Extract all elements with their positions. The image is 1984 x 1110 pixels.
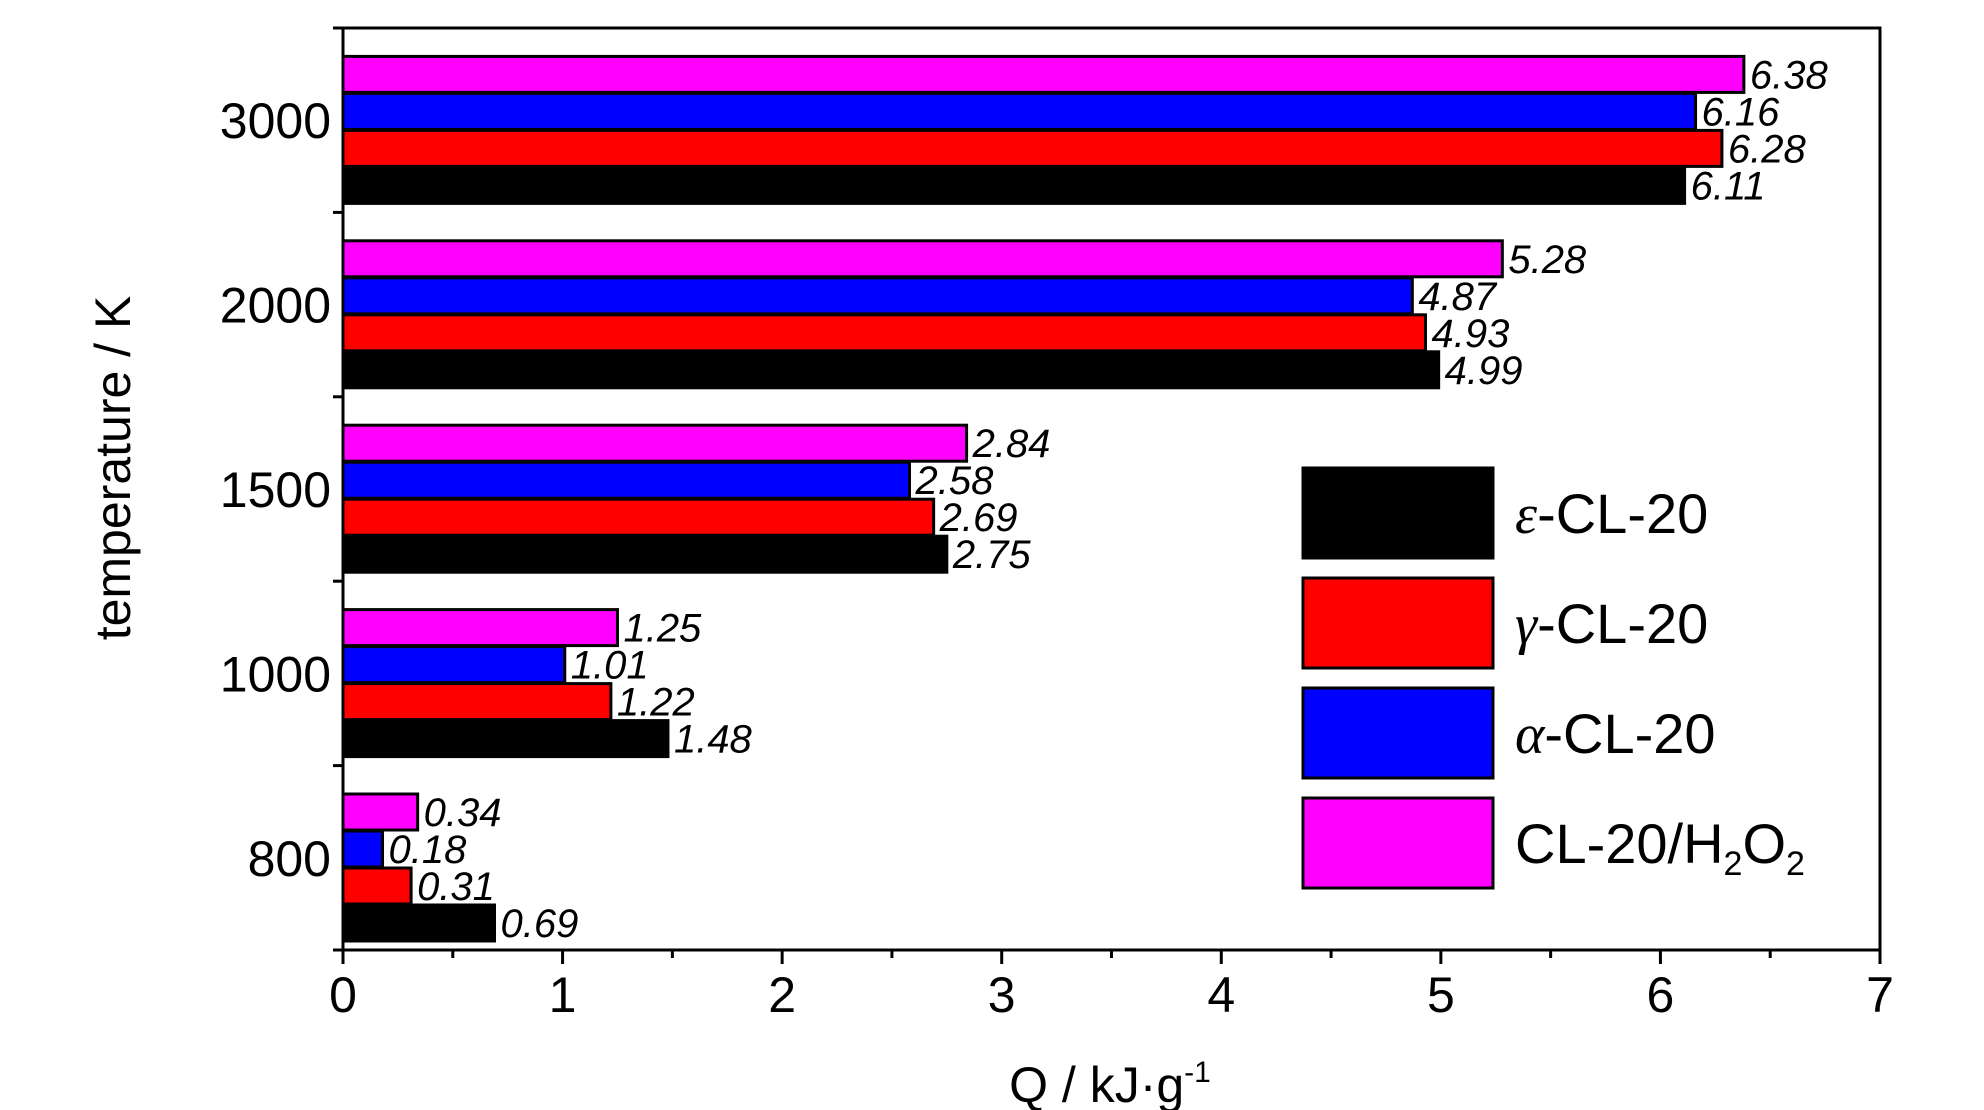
legend-swatch-1 (1301, 466, 1495, 560)
legend-label-3: α-CL-20 (1515, 702, 1716, 766)
y-tick-label-800: 800 (248, 831, 331, 887)
data-label-4-3000: 6.38 (1750, 53, 1829, 97)
bar-4-3000 (341, 54, 1746, 94)
bar-2-800 (341, 866, 413, 906)
data-label-3-3000: 6.16 (1702, 90, 1781, 134)
bar-3-800 (341, 829, 385, 869)
legend-part: CL- (1515, 812, 1605, 875)
legend-greek-2: γ (1515, 594, 1539, 656)
legend-part: 2 (1786, 845, 1805, 883)
bar-3-2000 (341, 276, 1414, 316)
bar-2-2000 (341, 313, 1427, 353)
y-axis-title: temperature / K (85, 296, 141, 641)
x-tick-label-1: 1 (549, 967, 577, 1023)
legend-label-2: γ-CL-20 (1515, 592, 1708, 656)
bar-2-1500 (341, 497, 936, 537)
legend-base-3: -CL-20 (1544, 702, 1715, 765)
legend-greek-3: α (1515, 704, 1546, 766)
axes-layer: 800 1000 1500 2000 3000 0 1 2 3 4 5 6 7 (220, 26, 1894, 1023)
x-axis-title-sup: -1 (1184, 1056, 1211, 1089)
bar-4-1500 (341, 423, 969, 463)
legend-base-1: -CL-20 (1537, 482, 1708, 545)
bar-1-2000 (341, 350, 1441, 390)
legend-swatch-3 (1301, 686, 1495, 780)
legend-label-4: CL-20/H2O2 (1515, 812, 1805, 883)
data-label-1-3000: 6.11 (1691, 164, 1766, 208)
bar-1-1000 (341, 719, 670, 759)
bar-1-1500 (341, 534, 949, 574)
legend-part: 2 (1724, 845, 1743, 883)
data-label-2-2000: 4.93 (1431, 312, 1509, 356)
x-axis-title-main: Q / kJ·g (1009, 1057, 1184, 1110)
legend-base-2: -CL-20 (1537, 592, 1708, 655)
x-tick-label-7: 7 (1866, 967, 1894, 1023)
bar-1-800 (341, 903, 497, 943)
y-tick-label-2000: 2000 (220, 278, 331, 334)
data-labels-layer: 0.690.310.180.34 1.481.221.011.25 2.752.69… (389, 53, 1829, 946)
bar-4-1000 (341, 608, 619, 648)
x-axis-title: Q / kJ·g-1 (1009, 1056, 1211, 1110)
data-label-1-1000: 1.48 (674, 718, 753, 762)
y-tick-label-1500: 1500 (220, 462, 331, 518)
bar-3-1500 (341, 460, 911, 500)
x-tick-label-3: 3 (988, 967, 1016, 1023)
data-label-3-1000: 1.01 (571, 644, 649, 688)
data-label-1-800: 0.69 (501, 902, 579, 946)
bars-layer (341, 54, 1746, 943)
y-tick-label-3000: 3000 (220, 93, 331, 149)
x-tick-label-4: 4 (1207, 967, 1235, 1023)
bar-3-3000 (341, 91, 1698, 131)
data-label-2-3000: 6.28 (1728, 127, 1807, 171)
data-label-2-1000: 1.22 (617, 681, 695, 725)
legend-label-1: ε-CL-20 (1515, 482, 1708, 546)
y-tick-label-1000: 1000 (220, 646, 331, 702)
bar-1-3000 (341, 165, 1687, 205)
x-tick-label-5: 5 (1427, 967, 1455, 1023)
bar-4-800 (341, 792, 420, 832)
x-tick-label-6: 6 (1647, 967, 1675, 1023)
legend-greek-1: ε (1515, 484, 1538, 546)
legend-part: 2 (1605, 812, 1636, 875)
data-label-2-800: 0.31 (417, 865, 495, 909)
data-label-4-1500: 2.84 (972, 422, 1051, 466)
bar-3-1000 (341, 645, 567, 685)
bar-4-2000 (341, 239, 1504, 279)
x-tick-label-0: 0 (329, 967, 357, 1023)
legend-swatch-2 (1301, 576, 1495, 670)
data-label-3-800: 0.18 (389, 828, 468, 872)
legend-part: O (1742, 812, 1786, 875)
data-label-1-2000: 4.99 (1445, 349, 1523, 393)
data-label-4-1000: 1.25 (623, 607, 702, 651)
data-label-4-800: 0.34 (424, 791, 502, 835)
x-tick-label-2: 2 (768, 967, 796, 1023)
legend-part: /H (1668, 812, 1724, 875)
data-label-3-1500: 2.58 (914, 459, 994, 503)
data-label-4-2000: 5.28 (1508, 238, 1587, 282)
data-label-3-2000: 4.87 (1418, 275, 1498, 319)
legend-part: 0 (1636, 812, 1667, 875)
bar-2-1000 (341, 682, 613, 722)
data-label-1-1500: 2.75 (952, 533, 1032, 577)
bar-2-3000 (341, 128, 1724, 168)
legend-swatch-4 (1301, 796, 1495, 890)
data-label-2-1500: 2.69 (939, 496, 1018, 540)
